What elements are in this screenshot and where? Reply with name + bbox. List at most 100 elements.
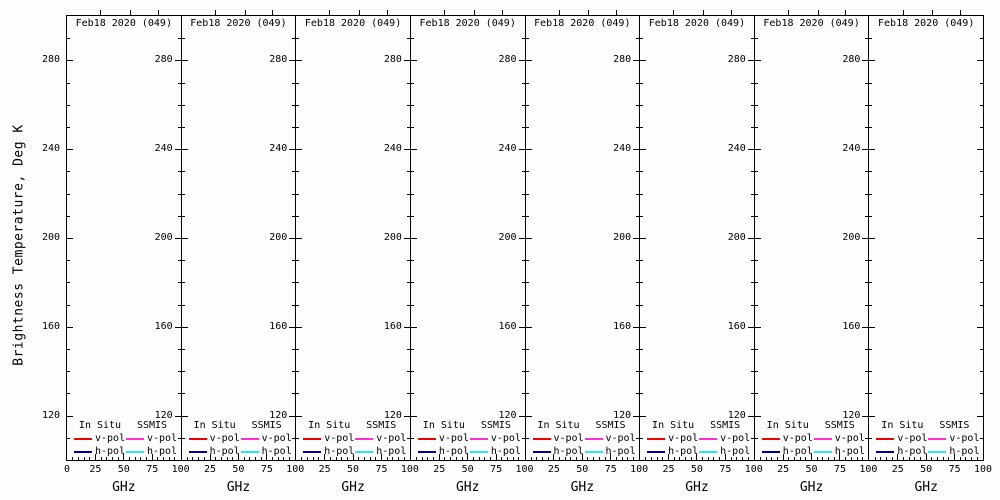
legend-entry: v-pol — [928, 432, 980, 445]
x-minor-tick — [771, 457, 773, 460]
y-minor-tick — [754, 304, 758, 306]
legend-entry: h-pol — [126, 445, 178, 458]
y-minor-tick — [869, 437, 873, 439]
y-minor-tick — [181, 127, 185, 128]
xtick-label: 100 — [744, 464, 763, 475]
top-axis-tick — [960, 10, 962, 15]
y-minor-tick — [67, 215, 70, 217]
y-minor-tick — [525, 349, 529, 350]
x-major-tick — [839, 454, 841, 460]
legend-line-swatch — [647, 450, 666, 453]
x-axis-title: GHz — [226, 480, 251, 495]
y-minor-tick — [869, 127, 873, 128]
x-minor-tick — [707, 457, 709, 460]
y-major-tick — [862, 326, 869, 328]
y-minor-tick — [296, 127, 300, 128]
y-minor-tick — [636, 304, 640, 306]
ytick-label: 160 — [269, 320, 288, 332]
y-minor-tick — [754, 393, 758, 395]
y-minor-tick — [865, 349, 869, 350]
x-minor-tick — [77, 457, 79, 460]
x-minor-tick — [816, 457, 818, 460]
y-minor-tick — [865, 393, 869, 395]
y-minor-tick — [980, 393, 983, 395]
y-major-tick — [754, 149, 761, 151]
ytick-label: 120 — [154, 409, 173, 421]
y-major-tick — [403, 60, 410, 62]
y-minor-tick — [750, 282, 754, 284]
legend-entry: h-pol — [469, 445, 522, 458]
y-minor-tick — [640, 260, 644, 262]
y-minor-tick — [177, 193, 181, 195]
x-minor-tick — [163, 457, 165, 460]
x-minor-tick — [850, 457, 852, 460]
y-minor-tick — [177, 371, 181, 373]
x-minor-tick — [885, 457, 887, 460]
y-minor-tick — [636, 193, 640, 195]
x-minor-tick — [805, 457, 807, 460]
x-minor-tick — [759, 457, 761, 460]
y-minor-tick — [865, 215, 869, 217]
y-minor-tick — [980, 82, 983, 84]
y-minor-tick — [525, 38, 529, 40]
x-minor-tick — [128, 457, 130, 460]
y-minor-tick — [525, 393, 529, 395]
y-minor-tick — [640, 215, 644, 217]
y-major-tick — [640, 149, 647, 151]
x-minor-tick — [908, 457, 910, 460]
x-minor-tick — [621, 457, 623, 460]
y-minor-tick — [636, 371, 640, 373]
legend-entry-label: v-pol — [949, 433, 980, 444]
y-minor-tick — [640, 127, 644, 128]
y-minor-tick — [750, 393, 754, 395]
top-axis-tick — [845, 10, 847, 15]
legend-entry: h-pol — [928, 445, 980, 458]
y-major-tick — [525, 60, 532, 62]
x-minor-tick — [226, 457, 228, 460]
y-minor-tick — [67, 260, 70, 262]
y-major-tick — [977, 326, 983, 328]
legend-line-swatch — [126, 437, 144, 440]
x-minor-tick — [937, 457, 939, 460]
x-minor-tick — [856, 457, 858, 460]
x-minor-tick — [375, 457, 377, 460]
x-axis-title: GHz — [112, 480, 136, 495]
legend-entry-label: v-pol — [782, 433, 813, 444]
x-minor-tick — [111, 457, 113, 460]
y-minor-tick — [67, 38, 70, 40]
y-minor-tick — [865, 82, 869, 84]
y-major-tick — [518, 60, 525, 62]
y-minor-tick — [636, 127, 640, 128]
y-minor-tick — [980, 282, 983, 284]
y-minor-tick — [406, 215, 410, 217]
x-minor-tick — [484, 457, 486, 460]
top-axis-tick — [359, 10, 361, 15]
margin-ytick-label: 240 — [41, 142, 60, 154]
y-major-tick — [977, 60, 983, 62]
y-minor-tick — [292, 171, 296, 173]
x-minor-tick — [100, 457, 102, 460]
ytick-label: 120 — [613, 409, 632, 421]
y-minor-tick — [181, 171, 185, 173]
xtick-label: 75 — [146, 464, 159, 475]
x-minor-tick — [959, 457, 961, 460]
panel-title: Feb18 2020 (049) — [878, 18, 975, 29]
y-minor-tick — [67, 393, 70, 395]
legend-entry: v-pol — [761, 432, 814, 445]
legend-entry: v-pol — [126, 432, 178, 445]
y-major-tick — [633, 326, 640, 328]
legend-entry-label: v-pol — [438, 433, 469, 444]
y-minor-tick — [292, 127, 296, 128]
y-minor-tick — [181, 282, 185, 284]
y-minor-tick — [177, 171, 181, 173]
y-minor-tick — [525, 193, 529, 195]
y-minor-tick — [754, 38, 758, 40]
y-minor-tick — [521, 371, 525, 373]
legend-column: SSMIS v-pol h-pol — [699, 419, 751, 458]
legend-entry-label: v-pol — [490, 433, 521, 444]
legend-line-swatch — [761, 437, 780, 440]
y-minor-tick — [525, 82, 529, 84]
legend: In Situ v-pol h-pol SSMIS v-pol h-pol — [640, 419, 754, 458]
y-minor-tick — [521, 193, 525, 195]
ytick-label: 200 — [269, 232, 288, 243]
